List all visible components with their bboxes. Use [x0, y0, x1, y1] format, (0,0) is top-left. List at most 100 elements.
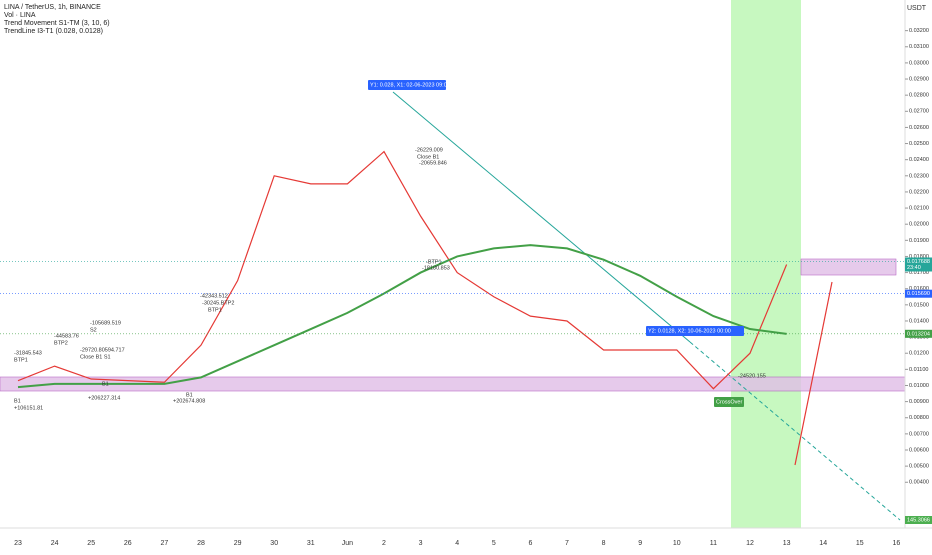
- annotation: BTP2: [54, 340, 68, 346]
- x-tick-label: 31: [307, 540, 315, 547]
- y-tick-label: 0.02900: [909, 76, 929, 82]
- y-tick-label: 0.01600: [909, 286, 929, 292]
- x-tick-label: 15: [856, 540, 864, 547]
- y-tick-label: 0.01900: [909, 238, 929, 244]
- price-tag-label: 0.017688: [907, 259, 930, 265]
- x-tick-label: 13: [783, 540, 791, 547]
- trend-line-extension: [689, 341, 901, 521]
- y-tick-label: 0.01700: [909, 270, 929, 276]
- x-tick-label: 7: [565, 540, 569, 547]
- annotation: -24520.155: [738, 373, 766, 379]
- annotation-box: [714, 397, 744, 407]
- y-tick-label: 0.02600: [909, 125, 929, 131]
- x-tick-label: 27: [161, 540, 169, 547]
- volume-tag-label: 145.3066: [907, 517, 930, 523]
- y-tick-label: 0.00800: [909, 415, 929, 421]
- x-tick-label: 24: [51, 540, 59, 547]
- x-tick-label: Jun: [342, 540, 353, 547]
- y-tick-label: 0.00900: [909, 399, 929, 405]
- x-tick-label: 6: [528, 540, 532, 547]
- y-tick-label: 0.02500: [909, 141, 929, 147]
- annotation: B1: [186, 392, 193, 398]
- annotation: -18180.853: [422, 265, 450, 271]
- indicator-label: Trend Movement S1-TM (3, 10, 6): [4, 20, 110, 27]
- y-tick-label: 0.00500: [909, 464, 929, 470]
- price-tag-sub: 23:40: [907, 265, 921, 271]
- volume-tag: [905, 516, 932, 524]
- annotation: Close B1: [417, 154, 439, 160]
- annotation: BTP1: [208, 307, 222, 313]
- y-tick-label: 0.01400: [909, 318, 929, 324]
- x-tick-label: 14: [819, 540, 827, 547]
- annotation: -44583.76: [54, 333, 79, 339]
- annotation: +206227.314: [88, 395, 120, 401]
- x-tick-label: 9: [638, 540, 642, 547]
- y-tick-label: 0.02400: [909, 157, 929, 163]
- series-line: [17, 150, 788, 390]
- x-tick-label: 8: [602, 540, 606, 547]
- annotation: Close B1 S1: [80, 354, 111, 360]
- x-tick-label: 3: [419, 540, 423, 547]
- x-tick-label: 25: [87, 540, 95, 547]
- annotation: -26229.009: [415, 147, 443, 153]
- x-tick-label: 12: [746, 540, 754, 547]
- y-tick-label: 0.02200: [909, 189, 929, 195]
- y-tick-label: 0.01100: [909, 367, 928, 373]
- annotation: CrossOver: [716, 399, 742, 405]
- y-tick-label: 0.02000: [909, 222, 929, 228]
- price-tag: [905, 329, 932, 338]
- y-tick-label: 0.02100: [909, 206, 929, 212]
- title: LINA / TetherUS, 1h, BINANCE: [4, 4, 101, 11]
- trendline-label: TrendLine I3-T1 (0.028, 0.0128): [4, 28, 103, 35]
- x-tick-label: 2: [382, 540, 386, 547]
- x-tick-label: 4: [455, 540, 459, 547]
- y-tick-label: 0.01000: [909, 383, 929, 389]
- price-tag: [905, 257, 932, 272]
- x-tick-label: 16: [893, 540, 901, 547]
- annotation: +202674.808: [173, 398, 205, 404]
- annotation: -30245.BTP2: [202, 300, 234, 306]
- annotation: +106151.81: [14, 405, 43, 411]
- trend-line: [392, 91, 691, 343]
- y-tick-label: 0.00600: [909, 447, 929, 453]
- price-tag: [905, 289, 932, 298]
- axis-unit: USDT: [907, 5, 927, 12]
- annotation-box: [368, 80, 446, 90]
- annotation: -20659.846: [419, 160, 447, 166]
- y-tick-label: 0.01500: [909, 302, 929, 308]
- annotation: -BTP1: [426, 259, 442, 265]
- annotation-box: [646, 326, 744, 336]
- x-tick-label: 23: [14, 540, 22, 547]
- y-tick-label: 0.01200: [909, 351, 929, 357]
- y-tick-label: 0.02700: [909, 109, 929, 115]
- annotation: B1: [14, 398, 21, 404]
- annotation: Y2: 0.0128, X2: 10-06-2023 00:00: [648, 328, 731, 334]
- y-tick-label: 0.01800: [909, 254, 929, 260]
- annotation: -42343.512: [200, 293, 228, 299]
- price-tag-label: 0.015690: [907, 291, 930, 297]
- y-tick-label: 0.00400: [909, 480, 929, 486]
- annotation: S2: [90, 327, 97, 333]
- y-tick-label: 0.02800: [909, 93, 929, 99]
- annotation: Y1: 0.028, X1: 02-06-2023 09:00: [370, 82, 450, 88]
- y-tick-label: 0.03200: [909, 28, 929, 34]
- price-tag-label: 0.013204: [907, 331, 930, 337]
- x-tick-label: 26: [124, 540, 132, 547]
- x-tick-label: 29: [234, 540, 242, 547]
- y-tick-label: 0.02300: [909, 173, 929, 179]
- volume-label: Vol · LINA: [4, 12, 36, 19]
- y-tick-label: 0.03000: [909, 60, 929, 66]
- resistance-zone: [800, 258, 897, 276]
- annotation: BTP1: [14, 357, 28, 363]
- arrow: [794, 281, 833, 466]
- x-tick-label: 11: [710, 540, 717, 547]
- annotation: -29720.80594.717: [80, 347, 125, 353]
- x-tick-label: 10: [673, 540, 681, 547]
- annotation: B1: [102, 381, 109, 387]
- x-tick-label: 30: [270, 540, 278, 547]
- x-tick-label: 5: [492, 540, 496, 547]
- annotation: -31845.543: [14, 350, 42, 356]
- y-tick-label: 0.00700: [909, 431, 929, 437]
- highlight-band: [731, 0, 801, 528]
